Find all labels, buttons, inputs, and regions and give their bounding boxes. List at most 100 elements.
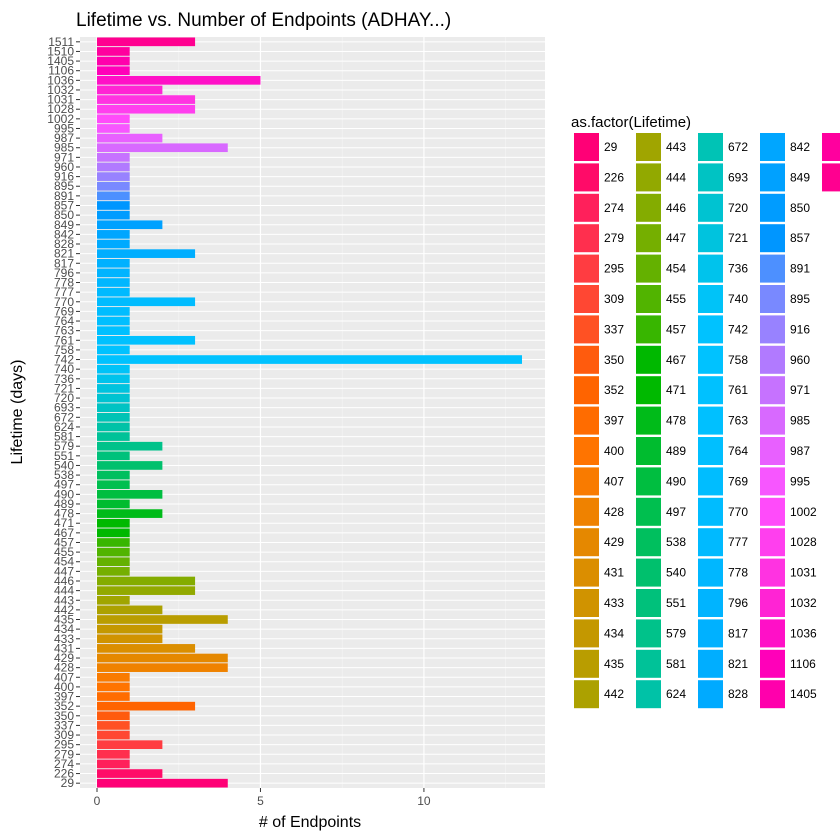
- bar-431: [97, 644, 196, 653]
- legend-label: 429: [604, 535, 624, 549]
- legend-label: 478: [666, 414, 686, 428]
- legend-label: 1036: [790, 626, 817, 640]
- bar-770: [97, 297, 196, 307]
- bar-763: [97, 326, 130, 335]
- legend-label: 433: [604, 596, 624, 610]
- legend-key-444: [636, 163, 661, 192]
- legend-key-467: [636, 345, 661, 374]
- y-tick-label: 579: [54, 439, 74, 453]
- legend-key-763: [698, 406, 723, 435]
- legend-label: 1032: [790, 596, 817, 610]
- y-tick-label: 1036: [47, 73, 74, 87]
- legend-key-443: [636, 133, 661, 161]
- y-tick-label: 407: [54, 670, 74, 684]
- bar-777: [97, 287, 130, 297]
- bar-985: [97, 143, 228, 153]
- legend-key-489: [636, 437, 661, 465]
- bar-1511: [97, 37, 196, 47]
- legend-key-400: [574, 437, 599, 465]
- legend-key-1405: [760, 680, 785, 709]
- legend-label: 446: [666, 201, 686, 215]
- y-tick-label: 350: [54, 709, 74, 723]
- legend-label: 987: [790, 444, 810, 458]
- legend-key-742: [698, 315, 723, 344]
- y-axis-title: Lifetime (days): [9, 360, 26, 465]
- legend-label: 435: [604, 657, 624, 671]
- y-tick-label: 763: [54, 324, 74, 338]
- legend-label: 672: [728, 140, 748, 154]
- legend-key-279: [574, 224, 599, 253]
- bar-551: [97, 451, 130, 461]
- legend-label: 455: [666, 292, 686, 306]
- legend-label: 796: [728, 596, 748, 610]
- bar-337: [97, 721, 130, 730]
- y-tick-label: 770: [54, 295, 74, 309]
- legend-label: 444: [666, 170, 686, 184]
- bar-29: [97, 778, 228, 788]
- bar-761: [97, 335, 196, 345]
- bar-796: [97, 268, 130, 278]
- legend-label: 895: [790, 292, 810, 306]
- legend-key-740: [698, 285, 723, 313]
- y-tick-label: 309: [54, 728, 74, 742]
- legend-key-581: [636, 649, 661, 678]
- legend-key-352: [574, 376, 599, 405]
- y-tick-label: 397: [54, 690, 74, 704]
- y-tick-label: 778: [54, 276, 74, 290]
- bar-891: [97, 191, 130, 201]
- legend-label: 400: [604, 444, 624, 458]
- bar-740: [97, 364, 130, 374]
- bar-443: [97, 595, 130, 605]
- legend-key-693: [698, 163, 723, 192]
- bar-764: [97, 316, 130, 326]
- bar-540: [97, 461, 163, 470]
- legend-title: as.factor(Lifetime): [571, 114, 691, 131]
- legend-key-842: [760, 133, 785, 161]
- bar-1028: [97, 104, 196, 114]
- y-tick-label: 1405: [47, 54, 74, 68]
- legend-label: 1106: [790, 657, 816, 671]
- bar-1405: [97, 56, 130, 66]
- bar-1032: [97, 85, 163, 95]
- bar-1510: [97, 47, 130, 56]
- legend-label: 761: [728, 383, 748, 397]
- legend-key-770: [698, 497, 723, 526]
- y-tick-label: 279: [54, 747, 74, 761]
- y-tick-label: 742: [54, 353, 74, 367]
- bar-433: [97, 634, 163, 644]
- legend-label: 849: [790, 170, 810, 184]
- bar-821: [97, 249, 196, 258]
- y-tick-label: 431: [54, 641, 74, 655]
- y-tick-label: 761: [54, 333, 74, 347]
- legend-label: 29: [604, 140, 618, 154]
- legend-key-579: [636, 619, 661, 648]
- bar-478: [97, 509, 163, 518]
- legend-label: 777: [728, 535, 748, 549]
- bar-407: [97, 672, 130, 682]
- bar-350: [97, 711, 130, 721]
- legend-label: 579: [666, 626, 686, 640]
- legend-label: 828: [728, 687, 748, 701]
- legend-label: 497: [666, 505, 686, 519]
- legend-label: 1031: [790, 566, 817, 580]
- x-axis-title: # of Endpoints: [259, 814, 361, 831]
- legend-key-987: [760, 437, 785, 465]
- legend-key-1510: [822, 133, 840, 161]
- bar-987: [97, 133, 163, 143]
- legend-key-778: [698, 558, 723, 587]
- bar-455: [97, 547, 130, 557]
- y-tick-label: 777: [54, 285, 74, 299]
- bar-1036: [97, 75, 261, 85]
- legend-key-447: [636, 224, 661, 253]
- y-tick-label: 895: [54, 179, 74, 193]
- legend-key-29: [574, 133, 599, 161]
- legend-label: 693: [728, 170, 748, 184]
- y-tick-label: 443: [54, 593, 74, 607]
- legend-key-433: [574, 589, 599, 617]
- bar-434: [97, 624, 163, 634]
- legend-key-1106: [760, 649, 785, 678]
- y-tick-label: 736: [54, 372, 74, 386]
- legend-key-274: [574, 193, 599, 222]
- y-tick-label: 1510: [47, 44, 74, 58]
- legend-label: 971: [790, 383, 810, 397]
